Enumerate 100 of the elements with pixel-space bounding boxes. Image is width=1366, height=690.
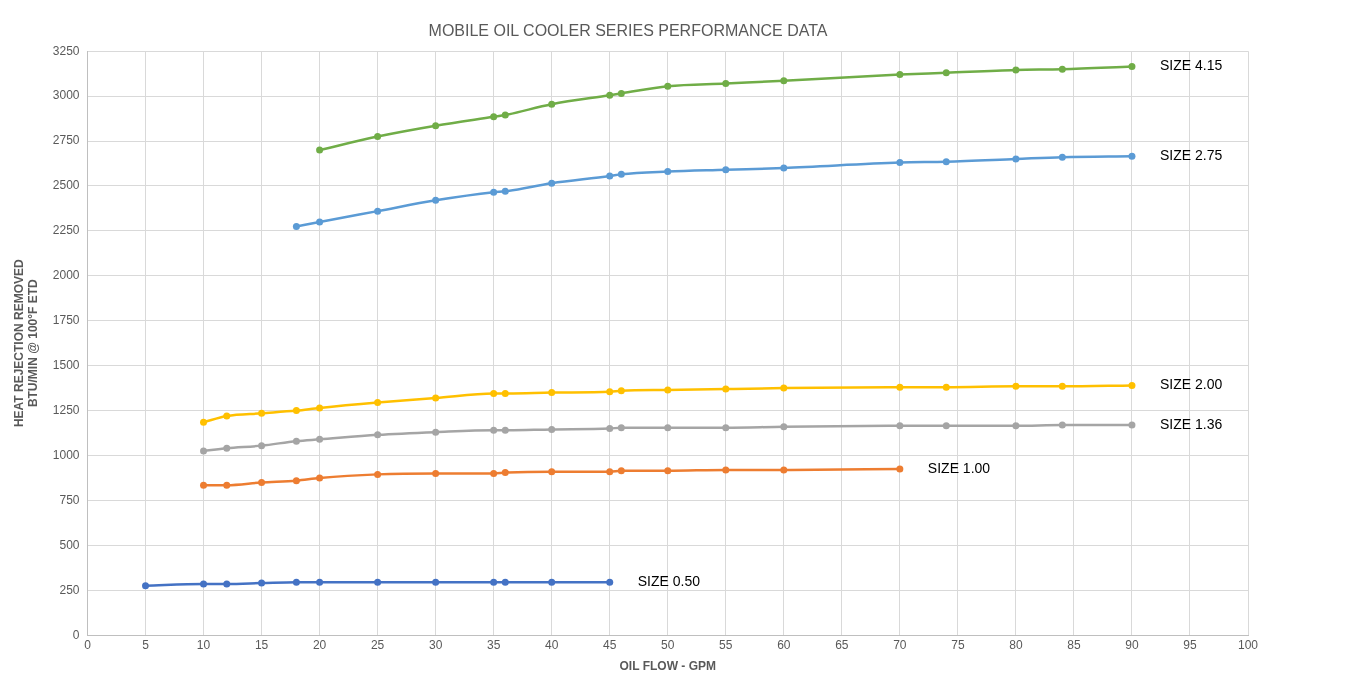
point: [1058, 65, 1066, 73]
point: [316, 435, 324, 443]
point: [223, 580, 231, 588]
x-axis-title: OIL FLOW - GPM: [619, 659, 716, 674]
point: [780, 164, 788, 172]
x-tick-label: 40: [545, 637, 559, 652]
point: [501, 187, 509, 195]
point: [896, 465, 904, 473]
point: [200, 481, 208, 489]
point: [223, 444, 231, 452]
point: [316, 404, 324, 412]
point: [896, 383, 904, 391]
point: [664, 467, 672, 475]
point: [1128, 381, 1136, 389]
point: [258, 478, 266, 486]
point: [501, 469, 509, 477]
point: [722, 166, 730, 174]
point: [432, 394, 440, 402]
point: [617, 387, 625, 395]
point: [1012, 155, 1020, 163]
x-tick-label: 75: [951, 637, 965, 652]
x-tick-label: 85: [1067, 637, 1081, 652]
series-label: SIZE 0.50: [637, 573, 701, 590]
point: [1058, 421, 1066, 429]
x-tick-label: 80: [1009, 637, 1023, 652]
point: [258, 579, 266, 587]
point: [780, 466, 788, 474]
point: [292, 578, 300, 586]
point: [1058, 153, 1066, 161]
point: [432, 578, 440, 586]
point: [316, 146, 324, 154]
point: [1012, 422, 1020, 430]
y-tick-label: 2250: [52, 223, 80, 238]
point: [316, 218, 324, 226]
point: [432, 469, 440, 477]
point: [292, 407, 300, 415]
y-tick-label: 250: [59, 582, 80, 597]
point: [374, 133, 382, 141]
point: [316, 474, 324, 482]
point: [780, 423, 788, 431]
x-tick-label: 55: [719, 637, 733, 652]
point: [490, 578, 498, 586]
point: [896, 422, 904, 430]
point: [606, 578, 614, 586]
point: [432, 428, 440, 436]
point: [780, 384, 788, 392]
point: [1012, 66, 1020, 74]
series-label: SIZE 4.15: [1159, 57, 1223, 74]
point: [722, 385, 730, 393]
x-tick-label: 45: [603, 637, 617, 652]
point: [606, 468, 614, 476]
point: [606, 388, 614, 396]
point: [548, 389, 556, 397]
point: [490, 113, 498, 121]
point: [292, 477, 300, 485]
x-tick-label: 30: [428, 637, 443, 652]
point: [722, 466, 730, 474]
point: [548, 468, 556, 476]
point: [1012, 382, 1020, 390]
point: [1128, 152, 1136, 160]
point: [292, 222, 300, 230]
y-tick-label: 2500: [52, 178, 80, 193]
y-tick-label: 1500: [52, 357, 80, 372]
point: [200, 447, 208, 455]
point: [896, 159, 904, 167]
y-tick-label: 2000: [52, 268, 80, 283]
point: [780, 77, 788, 85]
point: [501, 578, 509, 586]
point: [490, 188, 498, 196]
y-axis-title: HEAT REJECTION REMOVED BTU/MIN @ 100°F ETD: [11, 258, 40, 428]
series-label: SIZE 1.36: [1159, 415, 1223, 432]
point: [432, 196, 440, 204]
x-tick-label: 60: [777, 637, 791, 652]
y-tick-label: 500: [59, 537, 80, 552]
point: [548, 578, 556, 586]
x-tick-label: 5: [142, 637, 150, 652]
y-tick-label: 0: [72, 627, 80, 642]
point: [548, 425, 556, 433]
point: [1128, 62, 1136, 70]
point: [374, 470, 382, 478]
series-label: SIZE 2.75: [1159, 147, 1223, 164]
x-tick-label: 50: [661, 637, 675, 652]
point: [258, 409, 266, 417]
point: [1128, 421, 1136, 429]
point: [664, 386, 672, 394]
x-tick-label: 100: [1237, 637, 1259, 652]
point: [374, 431, 382, 439]
y-tick-label: 2750: [52, 133, 80, 148]
x-tick-label: 90: [1125, 637, 1139, 652]
y-tick-label: 1250: [52, 402, 80, 417]
point: [722, 80, 730, 88]
point: [722, 424, 730, 432]
x-tick-label: 35: [486, 637, 501, 652]
point: [374, 399, 382, 406]
point: [223, 412, 231, 420]
series-label: SIZE 1.00: [927, 459, 991, 476]
x-tick-label: 70: [893, 637, 907, 652]
point: [617, 89, 625, 97]
point: [316, 578, 324, 586]
x-tick-label: 65: [835, 637, 849, 652]
